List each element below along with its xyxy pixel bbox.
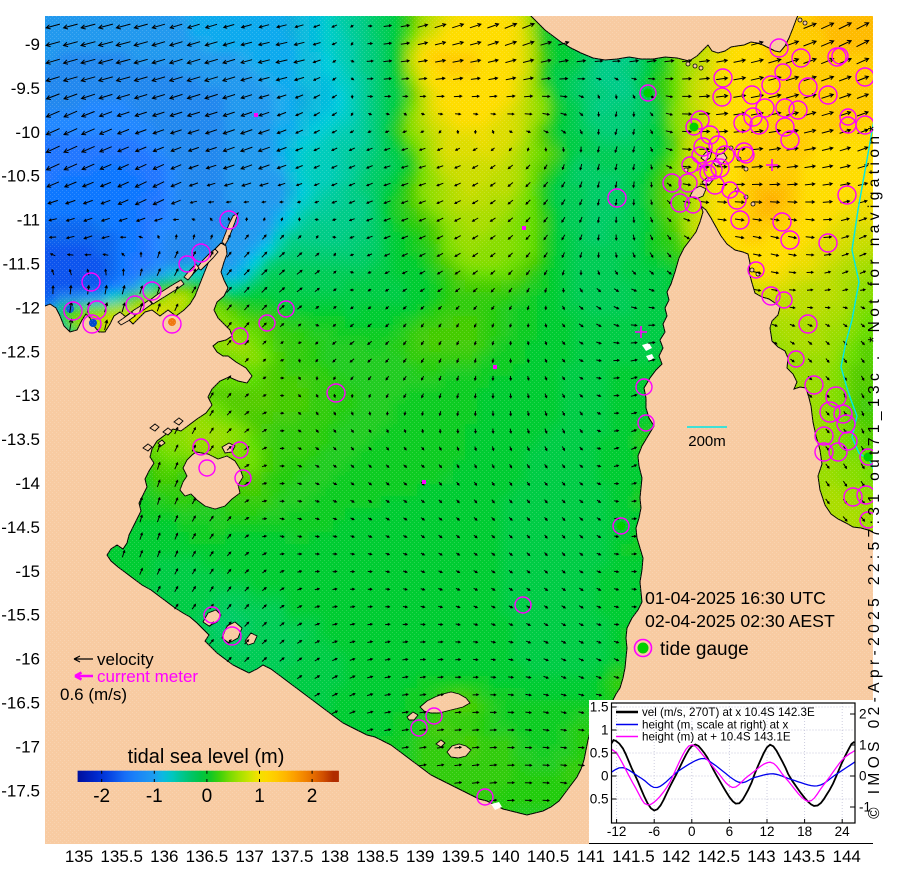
svg-text:02-04-2025 02:30 AEST: 02-04-2025 02:30 AEST — [645, 611, 835, 631]
svg-text:0: 0 — [202, 786, 213, 807]
svg-text:140: 140 — [491, 847, 519, 866]
svg-text:6: 6 — [726, 824, 734, 839]
svg-text:0: 0 — [688, 824, 696, 839]
svg-text:-16: -16 — [15, 650, 40, 669]
svg-text:137.5: 137.5 — [271, 847, 314, 866]
svg-text:-10: -10 — [15, 123, 40, 142]
svg-text:24: 24 — [835, 824, 851, 839]
svg-text:-9.5: -9.5 — [11, 79, 40, 98]
svg-text:height (m, scale at right) at: height (m, scale at right) at x — [642, 719, 788, 732]
svg-text:144: 144 — [833, 847, 861, 866]
svg-text:0: 0 — [859, 769, 867, 784]
svg-text:141.5: 141.5 — [612, 847, 655, 866]
svg-text:142.5: 142.5 — [698, 847, 741, 866]
svg-text:0: 0 — [601, 769, 609, 784]
svg-text:139: 139 — [406, 847, 434, 866]
svg-text:200m: 200m — [688, 433, 726, 450]
svg-text:-9: -9 — [25, 35, 40, 54]
svg-text:vel (m/s, 270T) at x 10.4S 142: vel (m/s, 270T) at x 10.4S 142.3E — [642, 706, 815, 719]
svg-text:1: 1 — [254, 786, 265, 807]
svg-text:18: 18 — [797, 824, 812, 839]
svg-text:1.5: 1.5 — [590, 700, 609, 715]
svg-text:-16.5: -16.5 — [1, 694, 40, 713]
svg-text:2: 2 — [859, 707, 867, 722]
svg-text:-12: -12 — [15, 298, 40, 317]
svg-text:138.5: 138.5 — [356, 847, 399, 866]
svg-text:-14: -14 — [15, 474, 40, 493]
svg-text:1: 1 — [859, 738, 867, 753]
svg-text:-13: -13 — [15, 386, 40, 405]
svg-text:-12: -12 — [607, 824, 627, 839]
svg-text:2: 2 — [307, 786, 318, 807]
svg-text:© IMOS 02-Apr-2025 22:57:31 ou: © IMOS 02-Apr-2025 22:57:31 out71_13c . … — [866, 121, 883, 819]
svg-text:-17: -17 — [15, 737, 40, 756]
svg-text:-17.5: -17.5 — [1, 781, 40, 800]
svg-text:137: 137 — [235, 847, 263, 866]
svg-text:height (m) at + 10.4S 143.1E: height (m) at + 10.4S 143.1E — [642, 731, 791, 744]
svg-text:135: 135 — [65, 847, 93, 866]
svg-text:140.5: 140.5 — [527, 847, 570, 866]
svg-text:01-04-2025 16:30 UTC: 01-04-2025 16:30 UTC — [645, 588, 826, 608]
svg-text:139.5: 139.5 — [442, 847, 485, 866]
svg-text:142: 142 — [662, 847, 690, 866]
svg-text:-6: -6 — [648, 824, 660, 839]
svg-text:136: 136 — [150, 847, 178, 866]
svg-text:0.5: 0.5 — [590, 792, 609, 807]
svg-text:136.5: 136.5 — [186, 847, 229, 866]
svg-text:-15.5: -15.5 — [1, 606, 40, 625]
svg-text:143.5: 143.5 — [783, 847, 826, 866]
svg-text:-11: -11 — [17, 211, 40, 230]
svg-text:tidal sea level (m): tidal sea level (m) — [128, 746, 285, 768]
svg-text:-1: -1 — [146, 786, 163, 807]
svg-text:-12.5: -12.5 — [1, 342, 40, 361]
svg-text:-15: -15 — [15, 562, 40, 581]
svg-text:current meter: current meter — [97, 667, 198, 686]
svg-text:-13.5: -13.5 — [1, 430, 40, 449]
svg-text:-14.5: -14.5 — [1, 518, 40, 537]
svg-text:0.5: 0.5 — [590, 746, 609, 761]
svg-text:-10.5: -10.5 — [1, 167, 40, 186]
svg-text:143: 143 — [747, 847, 775, 866]
svg-text:-1: -1 — [859, 800, 871, 815]
svg-text:141: 141 — [577, 847, 605, 866]
svg-text:138: 138 — [321, 847, 349, 866]
svg-text:0.6 (m/s): 0.6 (m/s) — [60, 685, 127, 704]
svg-text:135.5: 135.5 — [100, 847, 143, 866]
svg-text:12: 12 — [759, 824, 774, 839]
svg-text:velocity: velocity — [97, 650, 154, 669]
svg-text:-11.5: -11.5 — [3, 255, 41, 274]
svg-text:1: 1 — [601, 723, 609, 738]
svg-text:tide gauge: tide gauge — [660, 639, 749, 660]
svg-text:-2: -2 — [93, 786, 110, 807]
